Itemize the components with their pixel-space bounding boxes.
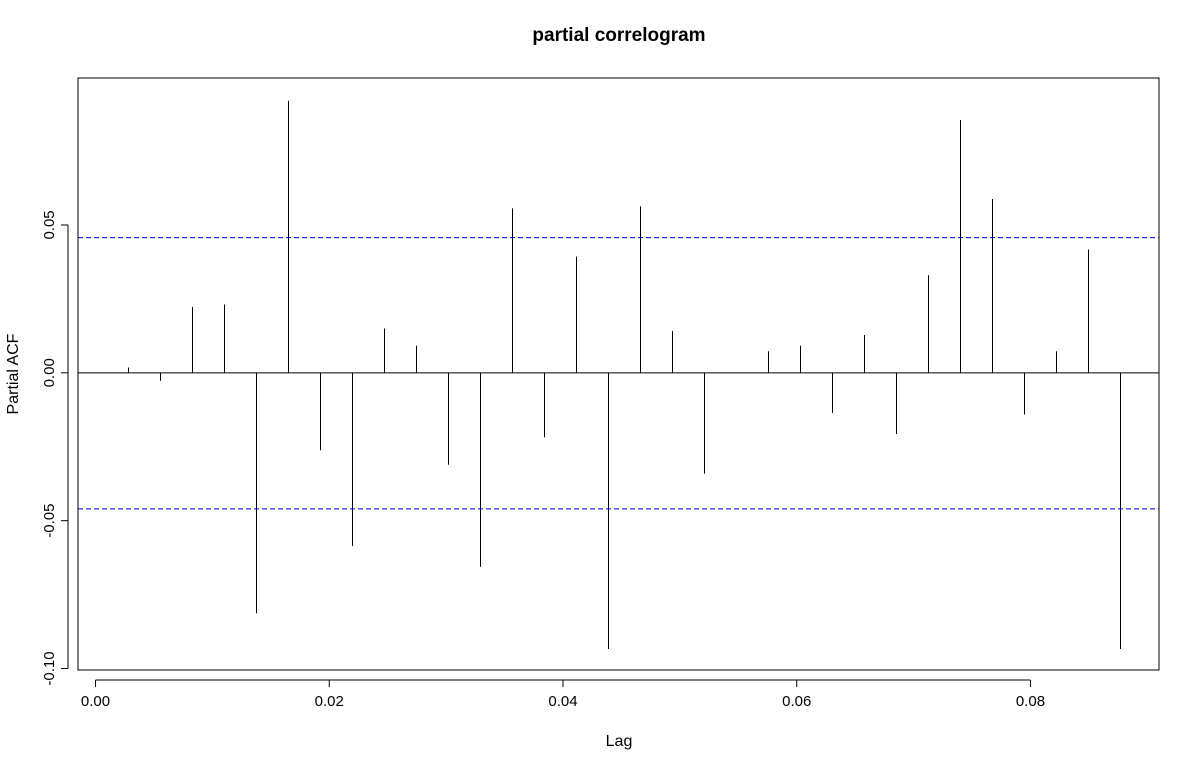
y-tick-label: -0.05	[41, 504, 58, 538]
chart-title: partial correlogram	[532, 25, 705, 46]
plot-frame	[77, 77, 1160, 671]
y-tick-label: 0.05	[41, 210, 58, 239]
x-axis: 0.00 0.02 0.04 0.06 0.08	[81, 679, 1045, 710]
x-tick-label: 0.04	[548, 693, 577, 710]
x-tick-label: 0.00	[81, 693, 110, 710]
x-tick-label: 0.06	[782, 693, 811, 710]
x-tick-label: 0.02	[315, 693, 344, 710]
x-tick-label: 0.08	[1016, 693, 1045, 710]
y-axis: -0.10 -0.05 0.00 0.05	[41, 210, 69, 686]
confidence-bounds	[78, 237, 1159, 510]
y-tick-label: 0.00	[41, 358, 58, 387]
y-tick-label: -0.10	[41, 651, 58, 685]
x-axis-label: Lag	[606, 733, 633, 750]
y-axis-label: Partial ACF	[5, 333, 22, 414]
pacf-bars	[78, 100, 1159, 650]
